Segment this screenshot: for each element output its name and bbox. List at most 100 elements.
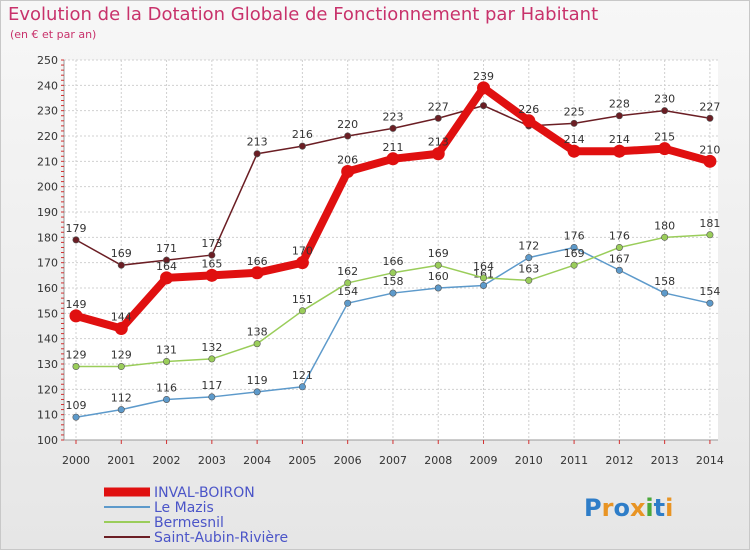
data-point [477, 81, 491, 95]
data-label: 213 [428, 136, 449, 149]
data-point [480, 274, 488, 282]
data-label: 169 [428, 247, 449, 260]
data-point [72, 363, 80, 371]
data-label: 213 [247, 136, 268, 149]
data-label: 132 [201, 341, 222, 354]
data-label: 228 [609, 98, 630, 111]
data-point [208, 355, 216, 363]
data-label: 129 [66, 349, 87, 362]
data-label: 117 [201, 379, 222, 392]
data-label: 179 [66, 222, 87, 235]
data-point [480, 102, 488, 110]
y-tick-label: 100 [37, 434, 58, 447]
data-point [434, 114, 442, 122]
data-label: 164 [156, 260, 177, 273]
legend-label: Le Mazis [154, 500, 214, 516]
y-tick-label: 140 [37, 333, 58, 346]
chart-title: Evolution de la Dotation Globale de Fonc… [8, 4, 599, 25]
x-tick-label: 2000 [62, 454, 90, 467]
data-label: 215 [654, 131, 675, 144]
data-point [434, 284, 442, 292]
data-point [661, 107, 669, 115]
y-tick-label: 250 [37, 54, 58, 67]
y-tick-label: 210 [37, 155, 58, 168]
data-label: 164 [473, 260, 494, 273]
data-point [431, 147, 445, 161]
data-label: 211 [382, 141, 403, 154]
chart-subtitle: (en € et par an) [10, 28, 97, 41]
data-label: 206 [337, 153, 358, 166]
x-tick-label: 2007 [379, 454, 407, 467]
x-tick-label: 2002 [153, 454, 181, 467]
data-label: 121 [292, 369, 313, 382]
data-point [661, 289, 669, 297]
data-point [344, 132, 352, 140]
data-point [386, 152, 400, 166]
x-tick-label: 2004 [243, 454, 271, 467]
x-tick-label: 2012 [605, 454, 633, 467]
data-point [570, 243, 578, 251]
data-point [706, 114, 714, 122]
x-tick-label: 2009 [470, 454, 498, 467]
data-point [253, 388, 261, 396]
data-point [658, 142, 672, 156]
plot-area [64, 60, 718, 440]
data-point [389, 124, 397, 132]
data-label: 160 [428, 270, 449, 283]
data-label: 131 [156, 343, 177, 356]
data-label: 129 [111, 349, 132, 362]
data-point [163, 395, 171, 403]
data-point [570, 119, 578, 127]
logo-letter: x [630, 494, 646, 522]
data-point [344, 279, 352, 287]
data-label: 220 [337, 118, 358, 131]
data-label: 151 [292, 293, 313, 306]
data-point [69, 309, 83, 323]
data-label: 214 [564, 133, 585, 146]
data-point [389, 269, 397, 277]
data-label: 230 [654, 93, 675, 106]
x-tick-label: 2003 [198, 454, 226, 467]
data-point [706, 231, 714, 239]
x-tick-label: 2001 [107, 454, 135, 467]
x-tick-label: 2006 [334, 454, 362, 467]
data-point [208, 251, 216, 259]
logo-letter: o [613, 494, 630, 522]
data-point [295, 256, 309, 270]
data-point [661, 233, 669, 241]
x-tick-label: 2008 [424, 454, 452, 467]
data-point [615, 266, 623, 274]
series-bermesnil: 129 129 131 132 138 151 162 166 169 164 163 169 176 1… [66, 217, 720, 371]
data-point [208, 393, 216, 401]
data-label: 109 [66, 399, 87, 412]
data-label: 138 [247, 326, 268, 339]
data-label: 166 [382, 255, 403, 268]
y-tick-label: 120 [37, 383, 58, 396]
x-tick-label: 2010 [515, 454, 543, 467]
y-tick-label: 230 [37, 105, 58, 118]
data-label: 176 [564, 229, 585, 242]
data-label: 170 [292, 245, 313, 258]
data-point [72, 236, 80, 244]
data-label: 165 [201, 257, 222, 270]
data-point [341, 164, 355, 178]
y-tick-label: 130 [37, 358, 58, 371]
x-tick-label: 2014 [696, 454, 724, 467]
data-point [298, 383, 306, 391]
x-tick-label: 2013 [651, 454, 679, 467]
data-label: 158 [654, 275, 675, 288]
data-label: 144 [111, 311, 132, 324]
data-point [525, 276, 533, 284]
data-point [706, 299, 714, 307]
data-point [205, 268, 219, 282]
data-point [344, 299, 352, 307]
data-point [567, 144, 581, 158]
data-label: 162 [337, 265, 358, 278]
data-point [163, 357, 171, 365]
data-point [114, 322, 128, 336]
legend-label: Saint-Aubin-Rivière [154, 530, 288, 546]
data-point [615, 243, 623, 251]
data-label: 116 [156, 381, 177, 394]
data-label: 166 [247, 255, 268, 268]
